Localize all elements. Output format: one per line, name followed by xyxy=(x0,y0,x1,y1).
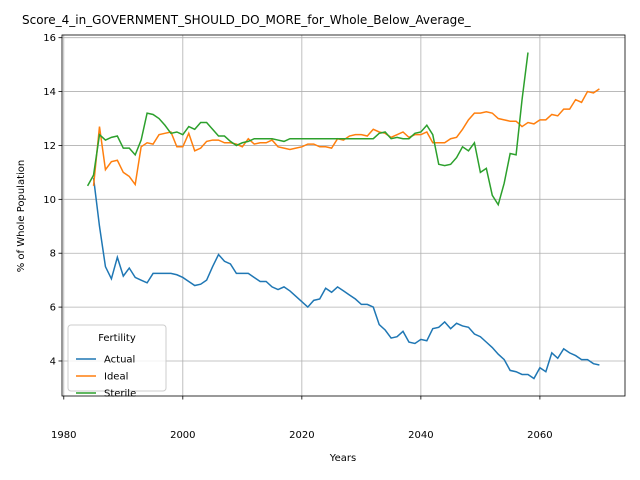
x-tick-label: 2040 xyxy=(408,430,433,441)
y-axis-label: % of Whole Population xyxy=(16,160,27,273)
line-series xyxy=(86,52,529,207)
x-tick-label: 2000 xyxy=(170,430,195,441)
line-series xyxy=(92,177,600,380)
legend-title: Fertility xyxy=(98,333,136,344)
x-axis-label: Years xyxy=(329,453,356,464)
x-tick-label: 1980 xyxy=(51,430,76,441)
line-series xyxy=(92,88,600,187)
legend-label: Ideal xyxy=(104,372,128,383)
plot-frame xyxy=(61,34,626,397)
y-tick-label: 4 xyxy=(50,356,56,367)
y-tick-label: 8 xyxy=(50,249,56,260)
y-tick-label: 10 xyxy=(43,195,56,206)
chart-title: Score_4_in_GOVERNMENT_SHOULD_DO_MORE_for… xyxy=(22,13,472,27)
legend-box xyxy=(67,324,167,392)
x-tick-label: 2020 xyxy=(289,430,314,441)
legend-label: Actual xyxy=(104,355,135,366)
y-tick-label: 14 xyxy=(43,87,56,98)
x-tick-label: 2060 xyxy=(527,430,552,441)
legend-label: Sterile xyxy=(104,389,136,400)
y-tick-label: 16 xyxy=(43,33,56,44)
y-tick-label: 6 xyxy=(50,303,56,314)
y-tick-label: 12 xyxy=(43,141,56,152)
